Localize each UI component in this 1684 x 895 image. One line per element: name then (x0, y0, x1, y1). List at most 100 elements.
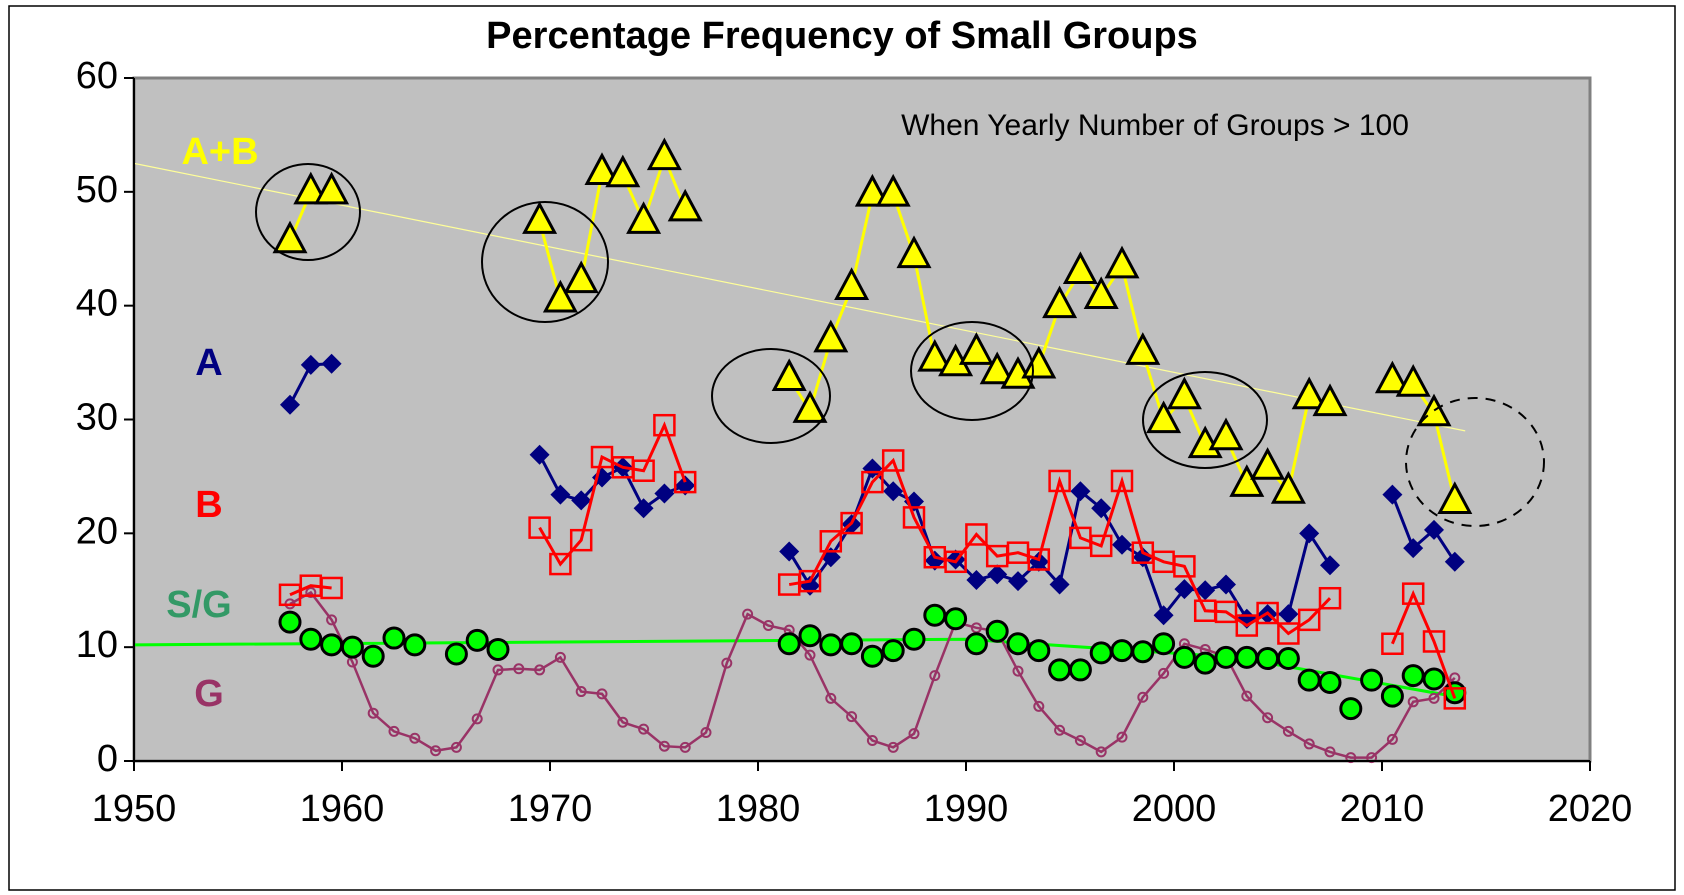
triangle-marker (1166, 376, 1202, 410)
circle-marker (923, 603, 947, 627)
square-marker (861, 470, 884, 494)
y-tick-label: 60 (76, 55, 118, 97)
triangle-marker (522, 201, 558, 234)
square-marker (1110, 469, 1134, 493)
square-marker (1256, 601, 1279, 625)
triangle-marker (1312, 383, 1348, 417)
diamond-marker (571, 490, 592, 511)
circle-marker (320, 633, 344, 657)
square-marker (1443, 687, 1467, 710)
diamond-marker (1424, 519, 1444, 540)
triangle-marker (605, 154, 641, 188)
diamond-marker (529, 444, 550, 465)
circle-marker (1235, 645, 1259, 669)
small-circle-marker (1366, 752, 1378, 764)
series (272, 137, 1473, 514)
small-circle-marker (554, 651, 566, 663)
series (278, 413, 1467, 710)
highlight-circles (255, 163, 1545, 527)
x-tick-label: 1960 (300, 788, 385, 830)
square-marker (1422, 630, 1446, 653)
small-circle-marker (471, 713, 483, 725)
x-tick-label: 1980 (716, 788, 801, 830)
triangle-marker (314, 171, 350, 205)
triangle-marker (646, 137, 682, 171)
series (278, 603, 1467, 721)
circle-marker (1172, 645, 1196, 669)
circle-marker (1422, 667, 1446, 691)
x-tick-label: 2000 (1132, 788, 1217, 830)
small-circle-marker (575, 686, 587, 698)
diamond-marker (1195, 580, 1216, 601)
square-marker (798, 569, 822, 593)
small-circle-marker (326, 614, 338, 626)
square-marker (1173, 555, 1196, 578)
small-circle-marker (388, 725, 400, 737)
square-marker (840, 511, 863, 535)
circle-marker (777, 632, 801, 656)
square-marker (881, 449, 905, 472)
triangle-marker (293, 171, 329, 205)
small-circle-marker (1116, 731, 1128, 743)
circle-marker (1297, 668, 1321, 692)
triangle-marker (542, 279, 578, 313)
y-tick-label: 0 (97, 738, 118, 780)
small-circle-marker (596, 688, 608, 700)
small-circle-marker (450, 741, 462, 753)
small-circle-marker (658, 740, 670, 752)
circle-marker (944, 607, 968, 631)
small-circle-marker (1054, 724, 1066, 736)
triangle-marker (1395, 364, 1431, 397)
circle-marker (299, 627, 323, 651)
x-tick-label: 2010 (1340, 788, 1425, 830)
square-marker (1297, 608, 1321, 632)
small-circle-marker (1282, 725, 1294, 737)
small-circle-marker (929, 670, 941, 682)
diamond-marker (1153, 605, 1174, 626)
triangle-marker (813, 319, 849, 353)
circle-marker (1068, 658, 1092, 682)
small-circle-marker (762, 620, 774, 632)
series-line (1391, 494, 1457, 563)
small-circle-marker (679, 741, 691, 753)
square-marker (965, 523, 988, 546)
triangle-marker (272, 220, 308, 254)
small-circle-marker (1407, 696, 1419, 708)
triangle-marker (626, 201, 662, 234)
triangle-marker (1437, 481, 1473, 514)
small-circle-marker (866, 735, 878, 747)
triangle-marker (1042, 285, 1078, 319)
triangle-marker (1208, 417, 1244, 451)
triangle-marker (1229, 464, 1265, 497)
diamond-marker (280, 394, 300, 415)
small-circle-marker (492, 664, 504, 676)
diamond-marker (654, 483, 675, 504)
square-marker (1401, 582, 1425, 605)
triangle-marker (584, 152, 620, 185)
triangle-marker (958, 332, 994, 365)
small-circle-marker (887, 741, 899, 753)
small-circle-marker (908, 728, 920, 740)
small-circle-marker (1262, 712, 1274, 724)
series (284, 587, 1461, 764)
circle-marker (1318, 670, 1342, 694)
series-label: B (195, 484, 222, 526)
square-marker (1277, 622, 1300, 645)
square-marker (549, 552, 572, 576)
diamond-marker (1403, 538, 1424, 559)
small-circle-marker (846, 711, 858, 723)
series-line (788, 457, 1332, 636)
y-tick-label: 10 (76, 624, 118, 666)
small-circle-marker (1095, 746, 1107, 758)
chart-title: Percentage Frequency of Small Groups (486, 15, 1198, 57)
small-circle-marker (721, 657, 733, 669)
circle-marker (964, 632, 988, 656)
circle-marker (465, 628, 489, 652)
square-marker (1318, 586, 1342, 610)
y-tick-label: 40 (76, 283, 118, 325)
diamond-marker (1008, 571, 1028, 592)
diamond-marker (550, 484, 571, 505)
square-marker (1235, 614, 1259, 637)
triangle-marker (1083, 276, 1119, 310)
